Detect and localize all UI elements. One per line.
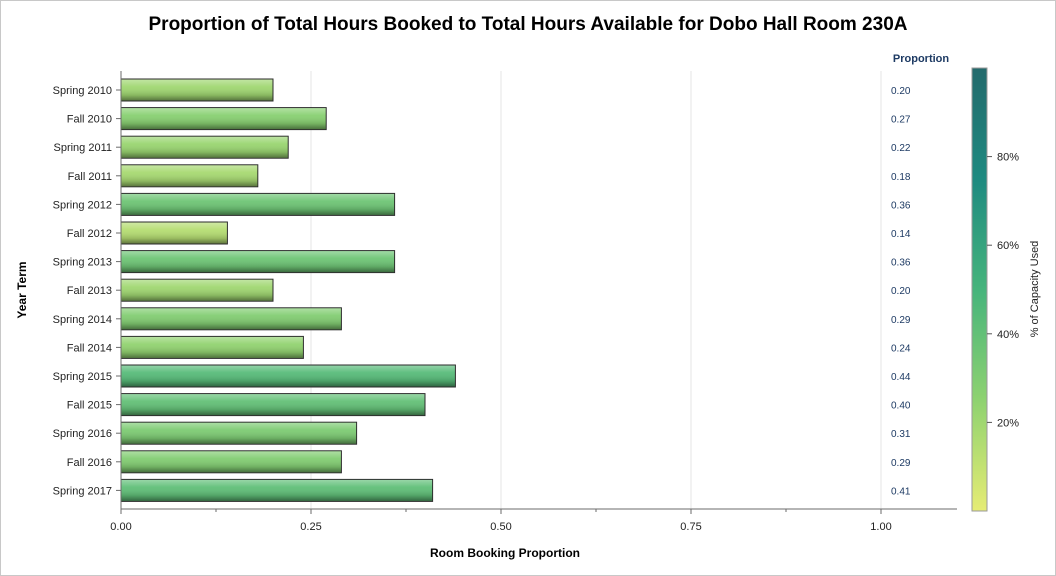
bar-shade-7 — [121, 279, 273, 301]
y-tick-label-10: Spring 2015 — [53, 371, 112, 383]
colorbar-tick-label-0: 20% — [997, 417, 1019, 429]
bar-shade-6 — [121, 251, 395, 273]
bar-shade-1 — [121, 108, 326, 130]
y-tick-label-4: Spring 2012 — [53, 199, 112, 211]
y-tick-label-6: Spring 2013 — [53, 257, 112, 269]
bar-shade-4 — [121, 193, 395, 215]
value-label-2: 0.22 — [891, 143, 911, 154]
colorbar-tick-label-3: 80% — [997, 152, 1019, 164]
y-tick-label-11: Fall 2015 — [67, 400, 112, 412]
bars — [120, 78, 456, 502]
chart-title: Proportion of Total Hours Booked to Tota… — [148, 14, 908, 35]
value-label-10: 0.44 — [891, 372, 911, 383]
y-tick-label-1: Fall 2010 — [67, 114, 112, 126]
value-label-4: 0.36 — [891, 200, 911, 211]
axes: 0.00 0.25 0.50 0.75 1.00 Spring 2010 Fall 2010… — [53, 71, 957, 533]
y-tick-label-5: Fall 2012 — [67, 228, 112, 240]
x-tick-label-0: 0.00 — [110, 521, 131, 533]
value-label-8: 0.29 — [891, 315, 911, 326]
y-tick-label-3: Fall 2011 — [68, 171, 112, 183]
value-label-11: 0.40 — [891, 401, 911, 412]
value-label-0: 0.20 — [891, 86, 911, 97]
y-tick-label-7: Fall 2013 — [67, 285, 112, 297]
bar-shade-14 — [121, 479, 433, 501]
bar-shade-3 — [121, 165, 258, 187]
x-tick-label-4: 1.00 — [870, 521, 891, 533]
colorbar-tick-label-1: 40% — [997, 329, 1019, 341]
x-tick-label-2: 0.50 — [490, 521, 511, 533]
y-tick-label-12: Spring 2016 — [53, 428, 112, 440]
value-label-13: 0.29 — [891, 458, 911, 469]
x-axis-label: Room Booking Proportion — [430, 546, 580, 560]
value-label-7: 0.20 — [891, 286, 911, 297]
value-labels: 0.20 0.27 0.22 0.18 0.36 0.14 0.36 0.20 0.29 0.24… — [891, 86, 911, 497]
x-tick-label-1: 0.25 — [300, 521, 321, 533]
bar-shade-5 — [121, 222, 227, 244]
colorbar-label: % of Capacity Used — [1029, 241, 1041, 338]
value-label-9: 0.24 — [891, 343, 911, 354]
y-axis-label: Year Term — [15, 261, 29, 318]
value-label-3: 0.18 — [891, 172, 911, 183]
y-tick-label-9: Fall 2014 — [67, 342, 112, 354]
colorbar-tick-label-2: 60% — [997, 240, 1019, 252]
bar-shade-10 — [121, 365, 455, 387]
bar-shade-8 — [121, 308, 341, 330]
bar-shade-12 — [121, 422, 357, 444]
bar-shade-11 — [121, 394, 425, 416]
y-tick-label-8: Spring 2014 — [53, 314, 112, 326]
bar-shade-13 — [121, 451, 341, 473]
value-label-14: 0.41 — [891, 486, 911, 497]
value-label-5: 0.14 — [891, 229, 911, 240]
y-tick-label-0: Spring 2010 — [53, 85, 112, 97]
value-label-1: 0.27 — [891, 115, 911, 126]
y-tick-label-13: Fall 2016 — [67, 457, 112, 469]
value-label-6: 0.36 — [891, 258, 911, 269]
colorbar: 20% 40% 60% 80% — [971, 67, 1019, 512]
gridlines — [310, 71, 882, 509]
bar-shade-2 — [121, 136, 288, 158]
y-tick-label-2: Spring 2011 — [53, 142, 112, 154]
y-tick-label-14: Spring 2017 — [53, 485, 112, 497]
value-column-header: Proportion — [893, 53, 949, 65]
bar-shade-9 — [121, 336, 303, 358]
bar-shade-0 — [121, 79, 273, 101]
value-label-12: 0.31 — [891, 429, 911, 440]
x-tick-label-3: 0.75 — [680, 521, 701, 533]
colorbar-gradient — [971, 67, 988, 512]
